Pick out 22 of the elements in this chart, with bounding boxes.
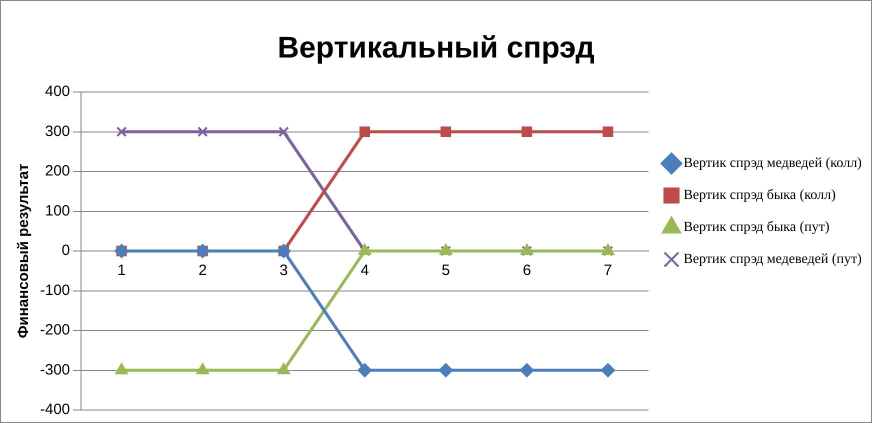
y-tick-label: -300 [40,361,70,378]
x-tick-label: 5 [442,262,450,280]
y-tick-label: -400 [40,401,70,418]
y-axis-title: Финансовый результат [15,164,32,338]
legend-label: Вертик спрэд быка (колл) [684,188,836,204]
y-tick-label: -200 [40,322,70,339]
x-tick-label: 6 [522,262,532,280]
y-tick-label: 400 [44,83,70,100]
x-tick-label: 7 [604,262,612,280]
x-tick-label: 2 [198,262,207,280]
y-tick-label: 0 [62,242,70,260]
y-tick-label: 100 [44,202,70,220]
legend-label: Вертик спрэд медведей (колл) [684,156,862,172]
y-tick-label: -100 [40,282,70,299]
chart-title: Вертикальный спрэд [277,31,595,64]
x-tick-label: 1 [117,262,126,280]
x-tick-label: 4 [360,262,369,280]
y-tick-label: 200 [44,162,70,180]
y-tick-label: 300 [44,122,70,140]
legend-label: Вертик спрэд быка (пут) [684,220,830,236]
legend-label: Вертик спрэд медеведей (пут) [684,252,862,268]
x-tick-label: 3 [280,262,288,280]
